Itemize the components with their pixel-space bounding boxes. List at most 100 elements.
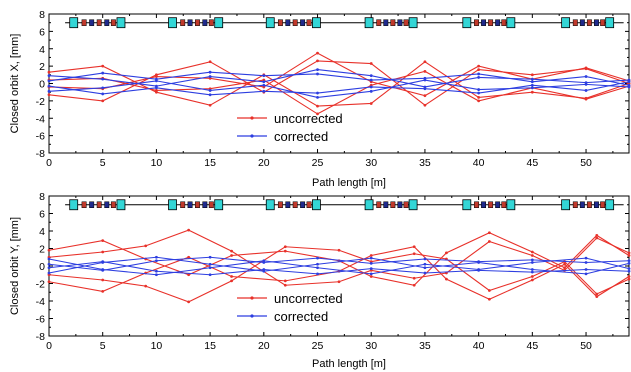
corrected-orbit-point — [627, 78, 631, 82]
quadrupole-icon — [214, 17, 224, 29]
corrected-orbit-point — [423, 78, 427, 82]
corrected-orbit-point — [584, 75, 588, 78]
quadrupole-icon — [168, 199, 177, 211]
corrected-orbit-point — [208, 75, 212, 78]
uncorrected-orbit-point — [230, 275, 233, 278]
quadrupole-icon — [462, 17, 472, 29]
uncorrected-orbit-point — [563, 266, 566, 270]
magnet-element-icon — [495, 19, 501, 26]
corrected-orbit-point — [47, 262, 51, 266]
uncorrected-orbit-point — [423, 69, 427, 73]
quadrupole-icon — [605, 199, 615, 211]
corrected-orbit-point — [477, 268, 481, 271]
magnet-element-icon — [96, 201, 102, 208]
magnet-element-icon — [208, 19, 214, 26]
magnet-element-icon — [208, 201, 214, 208]
magnet-element-icon — [202, 19, 208, 26]
x-tick-label: 40 — [473, 340, 485, 352]
corrected-orbit-point — [316, 256, 319, 260]
x-tick-label: 35 — [419, 157, 431, 169]
x-axis-title: Path length [m] — [312, 358, 386, 370]
y-tick-label: 0 — [39, 79, 45, 91]
quadrupole-icon — [506, 17, 516, 29]
x-tick-label: 50 — [580, 340, 592, 352]
uncorrected-orbit-point — [369, 62, 373, 65]
corrected-orbit-point — [530, 86, 534, 90]
uncorrected-orbit-point — [530, 73, 534, 77]
corrected-orbit-point — [155, 269, 158, 273]
uncorrected-orbit-point — [487, 297, 491, 301]
uncorrected-orbit-point — [477, 64, 481, 68]
corrected-orbit-point — [101, 268, 105, 271]
magnet-element-icon — [300, 201, 306, 208]
y-axis-title: Closed orbit Y, [mm] — [9, 217, 21, 315]
uncorrected-orbit-point — [144, 244, 148, 248]
quadrupole-icon — [312, 17, 321, 29]
uncorrected-orbit-point — [477, 99, 481, 103]
uncorrected-orbit-point — [101, 289, 105, 293]
y-tick-label: -2 — [36, 96, 45, 108]
uncorrected-orbit-point — [412, 245, 416, 249]
magnet-element-icon — [202, 201, 208, 208]
magnet-element-icon — [187, 19, 193, 26]
corrected-orbit-point — [530, 268, 534, 271]
corrected-orbit-point — [627, 85, 631, 89]
magnet-element-icon — [481, 201, 486, 208]
corrected-orbit-point — [47, 74, 51, 78]
corrected-orbit-line — [48, 71, 630, 86]
corrected-orbit-line — [48, 257, 630, 276]
uncorrected-orbit-point — [423, 60, 427, 64]
y-tick-label: 2 — [39, 61, 45, 73]
corrected-orbit-point — [530, 261, 534, 264]
quadrupole-icon — [265, 17, 275, 29]
magnet-element-icon — [403, 19, 409, 26]
corrected-orbit-line — [48, 256, 630, 275]
corrected-orbit-point — [316, 272, 319, 276]
corrected-orbit-point — [423, 257, 427, 261]
uncorrected-orbit-line — [48, 60, 630, 106]
x-tick-label: 50 — [580, 157, 592, 169]
corrected-orbit-point — [208, 70, 212, 74]
corrected-orbit-point — [47, 89, 51, 93]
corrected-orbit-point — [208, 93, 212, 97]
corrected-orbit-point — [208, 273, 212, 277]
magnet-element-icon — [383, 201, 389, 208]
y-tick-label: 6 — [39, 26, 45, 38]
magnet-element-icon — [104, 19, 110, 26]
quadrupole-icon — [168, 17, 177, 29]
uncorrected-orbit-point — [283, 279, 287, 283]
uncorrected-orbit-point — [595, 236, 599, 240]
legend-swatch-marker — [250, 116, 254, 120]
corrected-orbit-point — [627, 259, 631, 263]
corrected-orbit-point — [101, 92, 105, 96]
magnet-element-icon — [81, 19, 87, 26]
corrected-orbit-point — [627, 267, 631, 271]
x-tick-label: 15 — [204, 157, 216, 169]
uncorrected-orbit-point — [155, 73, 158, 77]
corrected-orbit-point — [316, 68, 319, 71]
magnet-element-icon — [600, 201, 606, 208]
magnet-element-icon — [481, 19, 486, 26]
uncorrected-orbit-point — [208, 103, 212, 107]
x-tick-label: 25 — [312, 157, 324, 169]
magnet-element-icon — [195, 201, 200, 208]
corrected-orbit-point — [584, 261, 588, 264]
corrected-orbit-point — [155, 255, 158, 259]
corrected-orbit-point — [627, 269, 631, 273]
corrected-orbit-point — [262, 74, 266, 78]
uncorrected-orbit-point — [230, 254, 233, 257]
uncorrected-orbit-point — [101, 64, 105, 68]
corrected-orbit-point — [316, 266, 319, 270]
corrected-orbit-point — [208, 89, 212, 92]
uncorrected-orbit-point — [595, 292, 599, 296]
magnet-element-icon — [292, 19, 298, 26]
x-tick-label: 15 — [204, 340, 216, 352]
uncorrected-orbit-point — [412, 252, 416, 256]
corrected-orbit-point — [423, 271, 427, 275]
corrected-orbit-point — [584, 82, 588, 86]
uncorrected-orbit-point — [187, 255, 191, 259]
magnet-element-icon — [376, 19, 382, 26]
x-tick-label: 10 — [151, 340, 163, 352]
uncorrected-orbit-point — [530, 254, 534, 257]
uncorrected-orbit-point — [47, 70, 51, 74]
